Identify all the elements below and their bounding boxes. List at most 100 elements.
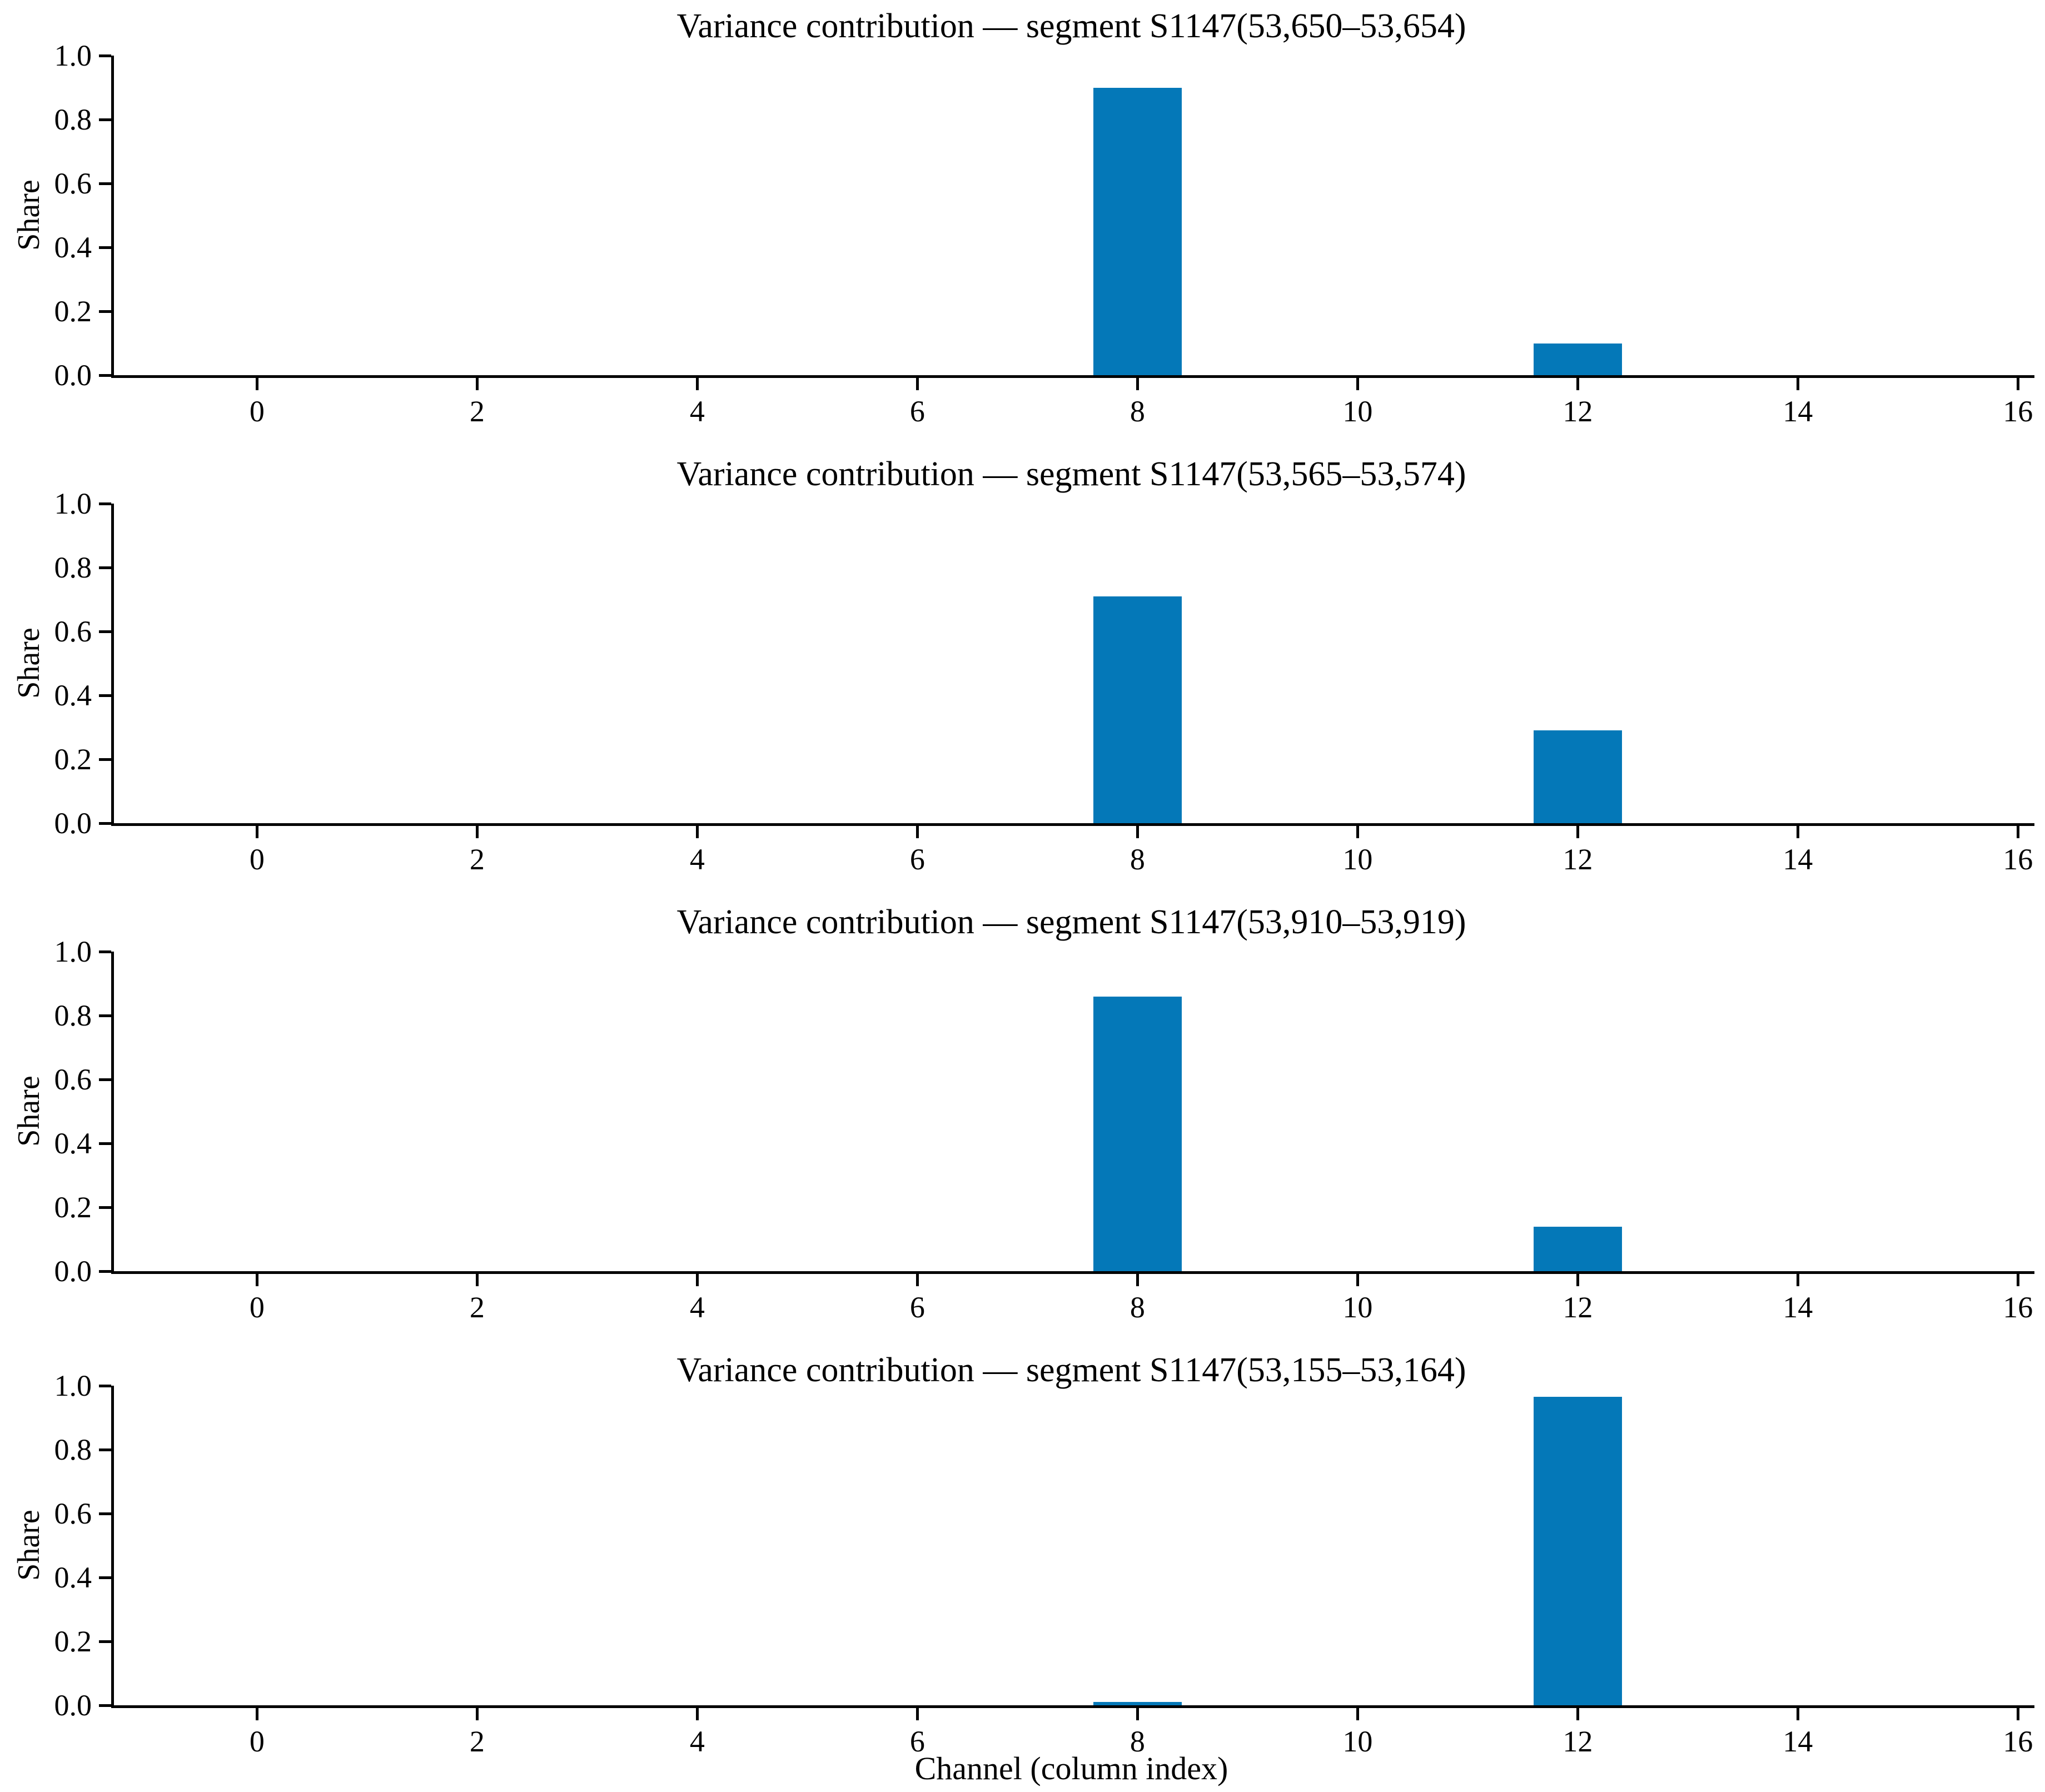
x-tick — [1796, 826, 1799, 838]
y-tick — [99, 182, 111, 185]
x-tick-label: 12 — [1563, 1725, 1593, 1758]
plot-area: 0 2 4 6 8 10 12 14 16 0.0 0.2 0.4 0.6 0.8 1.0 — [54, 489, 2034, 874]
x-tick-label: 10 — [1342, 395, 1373, 428]
x-tick — [475, 1708, 479, 1720]
y-axis-label: Share — [12, 1076, 46, 1147]
y-tick-label: 0.0 — [54, 807, 92, 840]
y-tick — [99, 1078, 111, 1081]
subplot-title: Variance contribution — segment S1147(53… — [676, 7, 1466, 45]
y-tick-label: 0.4 — [54, 1127, 92, 1160]
x-tick-label: 4 — [689, 395, 705, 428]
x-tick-label: 10 — [1342, 1725, 1373, 1758]
x-tick-label: 0 — [249, 843, 265, 876]
y-tick-label: 0.6 — [54, 1497, 92, 1530]
x-tick-label: 8 — [1130, 1291, 1145, 1324]
y-tick — [99, 950, 111, 953]
x-tick-label: 10 — [1342, 843, 1373, 876]
y-tick — [99, 694, 111, 697]
x-tick — [255, 378, 258, 390]
x-tick-label: 4 — [689, 1725, 705, 1758]
y-tick — [99, 822, 111, 825]
y-tick — [99, 1384, 111, 1387]
x-tick-label: 12 — [1563, 395, 1593, 428]
y-tick — [99, 246, 111, 249]
x-tick — [1576, 1708, 1579, 1720]
x-tick-label: 14 — [1783, 843, 1813, 876]
x-axis-label: Channel (column index) — [914, 1750, 1228, 1786]
bar — [1534, 343, 1622, 375]
y-tick-label: 0.2 — [54, 295, 92, 328]
y-tick-label: 0.8 — [54, 551, 92, 584]
plot-area: 0 2 4 6 8 10 12 14 16 0.0 0.2 0.4 0.6 0.8 1.0 — [54, 1371, 2034, 1756]
x-tick — [1356, 1708, 1359, 1720]
y-tick-label: 1.0 — [54, 935, 92, 968]
x-tick — [2016, 1274, 2019, 1286]
y-tick — [99, 630, 111, 633]
x-tick — [695, 378, 699, 390]
x-tick — [255, 826, 258, 838]
x-tick — [1356, 378, 1359, 390]
y-tick — [99, 1014, 111, 1017]
y-tick-label: 0.8 — [54, 999, 92, 1032]
x-tick — [915, 378, 919, 390]
x-tick-label: 14 — [1783, 1291, 1813, 1324]
subplot-4: Variance contribution — segment S1147(53… — [0, 1344, 2045, 1792]
y-tick-label: 1.0 — [54, 1369, 92, 1402]
y-tick — [99, 374, 111, 377]
y-axis-label: Share — [12, 628, 46, 699]
bar — [1093, 1702, 1182, 1705]
y-tick — [99, 1640, 111, 1643]
x-tick — [1356, 826, 1359, 838]
y-tick — [99, 118, 111, 121]
x-tick — [1356, 1274, 1359, 1286]
x-tick — [1576, 826, 1579, 838]
x-tick — [255, 1274, 258, 1286]
x-tick — [1136, 1274, 1139, 1286]
x-tick — [1576, 378, 1579, 390]
x-tick-label: 0 — [249, 1725, 265, 1758]
x-tick-label: 12 — [1563, 1291, 1593, 1324]
y-tick-label: 0.8 — [54, 1433, 92, 1466]
y-tick-label: 1.0 — [54, 39, 92, 72]
x-tick — [2016, 826, 2019, 838]
x-tick — [475, 826, 479, 838]
y-tick — [99, 1576, 111, 1579]
y-tick-label: 0.2 — [54, 743, 92, 776]
y-tick-label: 0.4 — [54, 231, 92, 264]
x-tick — [1136, 1708, 1139, 1720]
x-tick-label: 8 — [1130, 395, 1145, 428]
x-tick-label: 16 — [2003, 1291, 2033, 1324]
y-tick-label: 0.6 — [54, 615, 92, 648]
y-tick-label: 0.0 — [54, 359, 92, 392]
x-tick — [915, 1274, 919, 1286]
x-tick-label: 2 — [469, 843, 485, 876]
x-tick — [915, 826, 919, 838]
bar — [1093, 596, 1182, 823]
subplot-2: Variance contribution — segment S1147(53… — [0, 448, 2045, 896]
x-tick-label: 14 — [1783, 1725, 1813, 1758]
y-tick — [99, 1448, 111, 1451]
x-tick-label: 0 — [249, 1291, 265, 1324]
y-axis-label: Share — [12, 180, 46, 251]
subplot-title: Variance contribution — segment S1147(53… — [676, 1351, 1466, 1389]
y-tick-label: 0.0 — [54, 1689, 92, 1722]
x-tick — [1576, 1274, 1579, 1286]
x-tick-label: 8 — [1130, 843, 1145, 876]
x-tick-label: 8 — [1130, 1725, 1145, 1758]
x-tick-label: 10 — [1342, 1291, 1373, 1324]
bar — [1093, 87, 1182, 375]
y-tick-label: 0.2 — [54, 1191, 92, 1224]
plot-area: 0 2 4 6 8 10 12 14 16 0.0 0.2 0.4 0.6 0.8 1.0 — [54, 41, 2034, 426]
x-tick-label: 2 — [469, 1291, 485, 1324]
y-axis-label: Share — [12, 1510, 46, 1581]
x-tick — [695, 1708, 699, 1720]
y-tick — [99, 1270, 111, 1273]
x-tick — [475, 1274, 479, 1286]
x-tick-label: 4 — [689, 1291, 705, 1324]
y-tick — [99, 1512, 111, 1515]
y-tick — [99, 758, 111, 761]
x-tick-label: 6 — [909, 1725, 925, 1758]
bar — [1534, 730, 1622, 823]
y-tick — [99, 566, 111, 569]
